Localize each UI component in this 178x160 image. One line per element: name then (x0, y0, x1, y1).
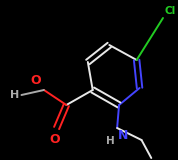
Text: O: O (49, 133, 60, 146)
Text: Cl: Cl (165, 6, 176, 16)
Text: N: N (118, 129, 129, 142)
Text: O: O (30, 74, 41, 87)
Text: H: H (10, 90, 20, 100)
Text: H: H (106, 136, 115, 146)
